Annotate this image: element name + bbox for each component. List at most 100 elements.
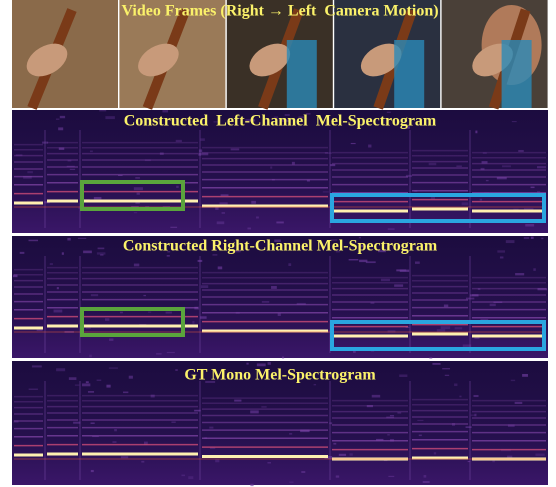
noise	[480, 167, 485, 171]
video-title: Video Frames (Right → Left Camera Motion…	[121, 3, 438, 20]
sleeve	[394, 40, 425, 108]
noise	[423, 475, 427, 478]
noise	[167, 251, 171, 253]
noise	[176, 185, 179, 188]
noise	[159, 152, 164, 155]
noise	[333, 442, 337, 445]
noise	[273, 116, 279, 119]
noise	[267, 362, 271, 365]
spectrogram-title: Constructed Left-Channel Mel-Spectrogram	[124, 113, 437, 130]
noise	[276, 221, 284, 224]
noise	[212, 254, 218, 256]
noise	[123, 391, 129, 394]
noise	[387, 228, 395, 230]
noise	[301, 471, 306, 473]
noise	[156, 353, 162, 355]
noise	[281, 356, 285, 359]
noise	[170, 226, 178, 228]
noise	[386, 416, 395, 419]
noise	[216, 221, 225, 225]
noise	[535, 453, 545, 456]
highlight-boxes	[80, 180, 546, 351]
noise	[114, 429, 117, 432]
noise	[36, 329, 43, 332]
noise	[96, 252, 106, 255]
noise	[461, 202, 469, 206]
noise	[44, 201, 50, 204]
noise	[144, 159, 151, 162]
noise	[335, 250, 340, 253]
noise	[394, 284, 404, 287]
noise	[200, 316, 207, 319]
noise	[388, 475, 395, 478]
noise	[277, 313, 281, 316]
noise	[119, 311, 123, 314]
noise	[55, 118, 60, 121]
noise	[405, 174, 413, 178]
noise	[405, 126, 410, 129]
noise	[525, 224, 535, 227]
noise	[489, 303, 496, 307]
noise	[56, 287, 59, 290]
noise	[215, 459, 220, 463]
noise	[499, 256, 504, 259]
noise	[213, 121, 220, 123]
noise	[482, 152, 487, 154]
noise	[305, 112, 311, 115]
noise	[473, 394, 479, 398]
noise	[330, 239, 338, 241]
noise	[496, 177, 507, 180]
green-box	[80, 180, 185, 211]
noise	[56, 368, 66, 372]
noise	[23, 176, 32, 179]
noise	[85, 381, 89, 384]
noise	[396, 269, 407, 272]
noise	[133, 263, 140, 267]
noise	[492, 460, 495, 463]
noise	[502, 165, 511, 168]
noise	[245, 119, 256, 122]
noise	[433, 452, 437, 455]
noise	[371, 394, 381, 398]
noise	[469, 294, 479, 297]
noise	[162, 110, 169, 113]
noise	[19, 251, 25, 254]
noise	[87, 391, 95, 393]
noise	[105, 116, 115, 120]
noise	[514, 401, 523, 404]
noise	[234, 399, 242, 402]
noise	[274, 239, 281, 242]
noise	[288, 263, 292, 267]
noise	[58, 147, 65, 150]
noise	[322, 191, 329, 193]
noise	[200, 285, 209, 289]
noise	[387, 434, 390, 436]
noise	[541, 237, 544, 240]
noise	[467, 461, 471, 463]
noise	[90, 422, 95, 424]
noise	[475, 130, 478, 134]
noise	[175, 369, 178, 371]
noise	[221, 212, 225, 214]
noise	[361, 245, 364, 248]
noise	[522, 374, 528, 377]
noise	[368, 144, 372, 148]
noise	[96, 379, 102, 382]
noise	[429, 356, 433, 359]
noise	[518, 149, 524, 152]
noise	[430, 197, 436, 200]
noise	[271, 286, 277, 289]
noise	[414, 261, 420, 264]
noise	[141, 460, 145, 463]
noise	[505, 240, 515, 244]
noise	[205, 380, 216, 383]
noise	[324, 152, 332, 154]
noise	[377, 250, 386, 253]
noise	[135, 177, 140, 179]
noise	[68, 377, 77, 380]
noise	[507, 424, 515, 428]
noise	[120, 456, 129, 459]
noise	[358, 236, 361, 239]
noise	[136, 192, 140, 195]
noise	[436, 329, 446, 332]
